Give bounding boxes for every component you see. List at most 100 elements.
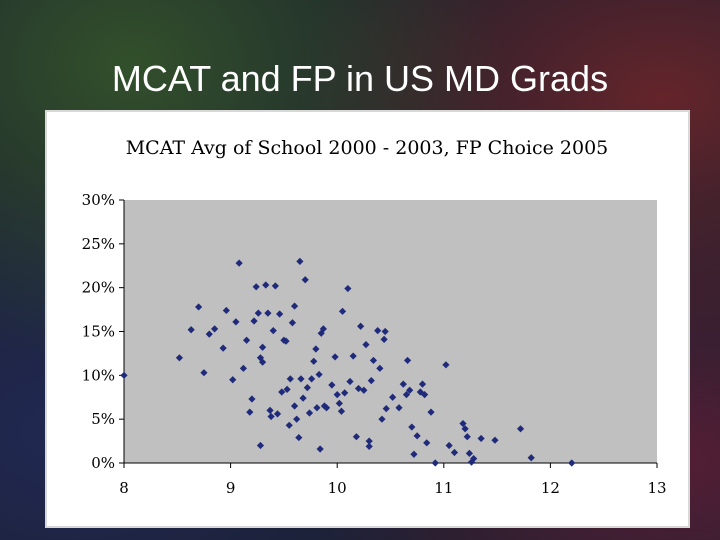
data-point [413,432,421,440]
data-point [200,369,208,377]
data-point [317,329,325,337]
data-point [341,389,349,397]
data-point [408,423,416,431]
data-point [527,454,535,462]
data-point [328,381,336,389]
data-point [445,441,453,450]
data-point [175,354,184,362]
data-point [239,364,247,372]
data-point [301,276,309,284]
data-point [369,356,378,365]
data-point [410,450,418,458]
y-tick-label: 25% [82,235,115,253]
x-tick-label: 12 [541,479,560,497]
x-tick-label: 13 [647,479,666,497]
data-point [219,344,227,352]
data-point [431,459,439,467]
data-point [331,353,339,361]
y-tick-label: 30% [82,191,115,209]
y-tick-label: 20% [82,279,115,297]
data-point [427,408,435,416]
data-point [360,386,368,394]
data-point [271,282,279,290]
data-point [418,380,427,388]
data-point [378,415,386,423]
data-point [459,419,467,428]
data-point [250,317,258,325]
data-point [403,356,412,365]
data-point [290,402,299,410]
chart-frame: MCAT Avg of School 2000 - 2003, FP Choic… [45,110,690,528]
data-point [389,393,397,401]
data-point [313,404,321,412]
data-point [322,404,331,412]
data-point [276,310,284,318]
data-point [286,375,294,383]
data-point [402,391,411,399]
data-point [367,376,375,385]
data-point [333,391,341,399]
data-point [211,325,219,333]
data-point [120,371,128,379]
y-tick-label: 5% [91,410,115,428]
data-point [337,407,346,415]
data-point [365,442,373,450]
data-point [242,336,251,344]
data-point [229,376,237,384]
plot-area [124,200,657,463]
data-point [406,386,414,394]
data-point [308,375,316,383]
x-tick-label: 8 [119,479,129,497]
data-point [416,388,424,396]
data-point [315,370,323,379]
data-point [395,404,403,412]
data-point [246,408,254,416]
x-tick-label: 9 [226,479,236,497]
chart-title: MCAT Avg of School 2000 - 2003, FP Choic… [126,137,609,159]
x-tick-label: 10 [328,479,347,497]
data-point [303,384,311,392]
data-point [421,391,429,399]
data-point [365,437,373,445]
data-point [235,259,243,267]
data-point [463,433,471,441]
x-axis-ticks: 8 9 10 11 12 13 [119,463,667,497]
data-point [278,388,286,396]
data-point [256,441,265,450]
data-point [299,394,307,402]
data-points [120,257,576,467]
data-point [290,302,299,310]
data-point [376,364,384,372]
y-tick-label: 15% [82,323,115,341]
data-point [516,425,525,433]
y-tick-label: 10% [82,366,115,384]
x-tick-label: 11 [434,479,453,497]
data-point [568,459,576,467]
data-point [461,425,469,433]
data-point [423,439,431,447]
data-point [382,405,390,413]
data-point [346,377,354,386]
data-point [335,399,343,407]
data-point [319,325,327,333]
data-point [381,327,389,336]
data-point [352,433,360,441]
data-point [399,380,407,388]
data-point [477,434,485,443]
data-point [316,445,324,453]
data-point [205,330,213,338]
data-point [470,455,478,463]
data-point [305,409,314,417]
data-point [450,448,459,457]
data-point [256,354,265,362]
slide-title: MCAT and FP in US MD Grads [111,58,609,99]
data-point [491,436,499,444]
y-tick-label: 0% [91,454,115,472]
data-point [344,284,352,293]
data-point [266,406,274,414]
data-point [357,322,365,330]
y-axis-ticks: 0% 5% 10% 15% 20% 25% 30% [82,191,124,472]
data-point [288,319,297,327]
data-point [248,395,256,403]
data-point [297,375,305,383]
